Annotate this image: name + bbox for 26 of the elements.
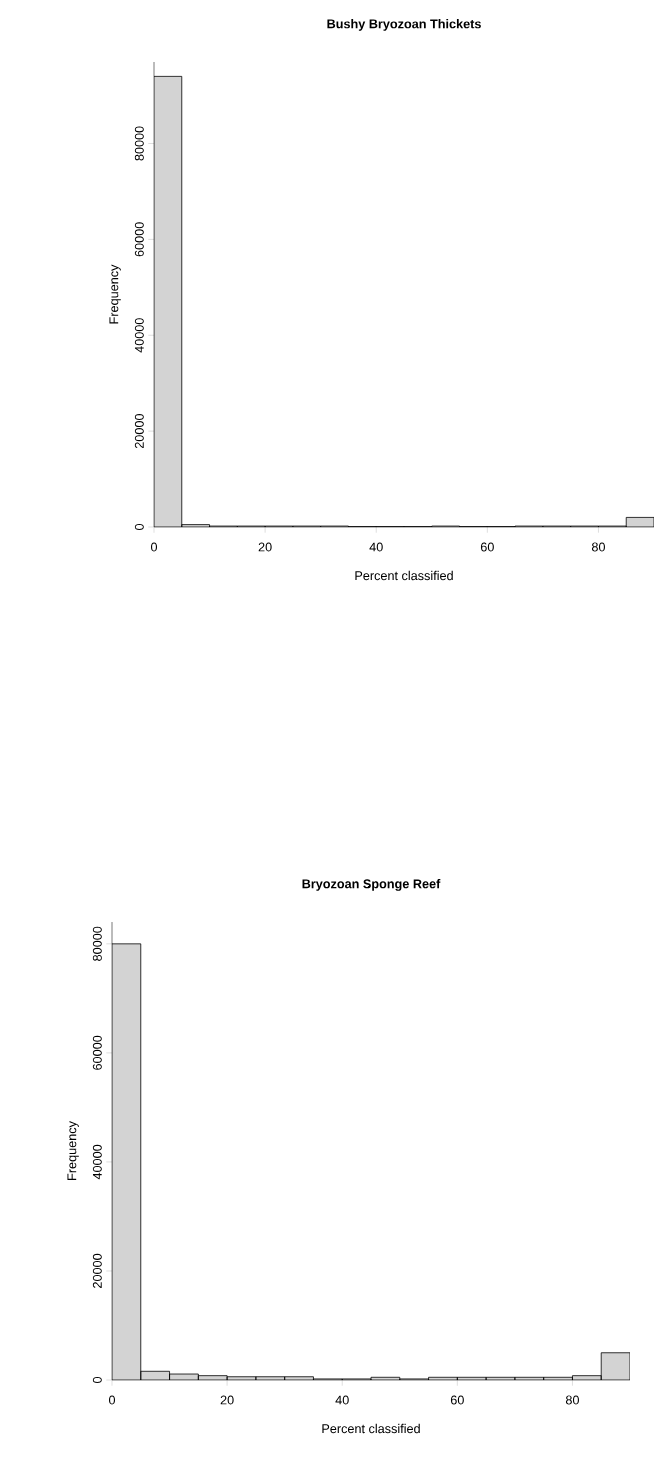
chart-title: Bryozoan Sponge Reef <box>302 879 441 891</box>
x-tick-label: 80 <box>565 1395 579 1405</box>
y-tick-label: 60000 <box>134 222 144 257</box>
x-tick-label: 0 <box>150 542 158 552</box>
x-tick-label: 40 <box>335 1395 349 1405</box>
y-tick-label: 20000 <box>92 1253 102 1288</box>
x-axis-title: Percent classified <box>322 1423 420 1434</box>
x-tick-label: 40 <box>369 542 383 552</box>
x-tick-label: 20 <box>258 542 272 552</box>
x-tick-label: 60 <box>480 542 494 552</box>
y-tick-label: 60000 <box>92 1035 102 1070</box>
y-tick-label: 80000 <box>134 126 144 161</box>
x-tick-label: 20 <box>220 1395 234 1405</box>
x-tick-label: 60 <box>450 1395 464 1405</box>
y-tick-label: 0 <box>92 1376 102 1384</box>
x-axis-title: Percent classified <box>355 570 453 581</box>
y-tick-label: 40000 <box>92 1144 102 1180</box>
chart-title: Bushy Bryozoan Thickets <box>327 19 481 31</box>
y-axis-title: Frequency <box>109 264 121 324</box>
x-tick-label: 0 <box>108 1395 116 1405</box>
y-tick-label: 80000 <box>92 926 102 961</box>
y-tick-label: 0 <box>134 523 144 531</box>
x-tick-label: 80 <box>591 542 605 552</box>
y-tick-label: 20000 <box>134 414 144 449</box>
y-tick-label: 40000 <box>134 318 144 353</box>
y-axis-title: Frequency <box>67 1121 79 1180</box>
